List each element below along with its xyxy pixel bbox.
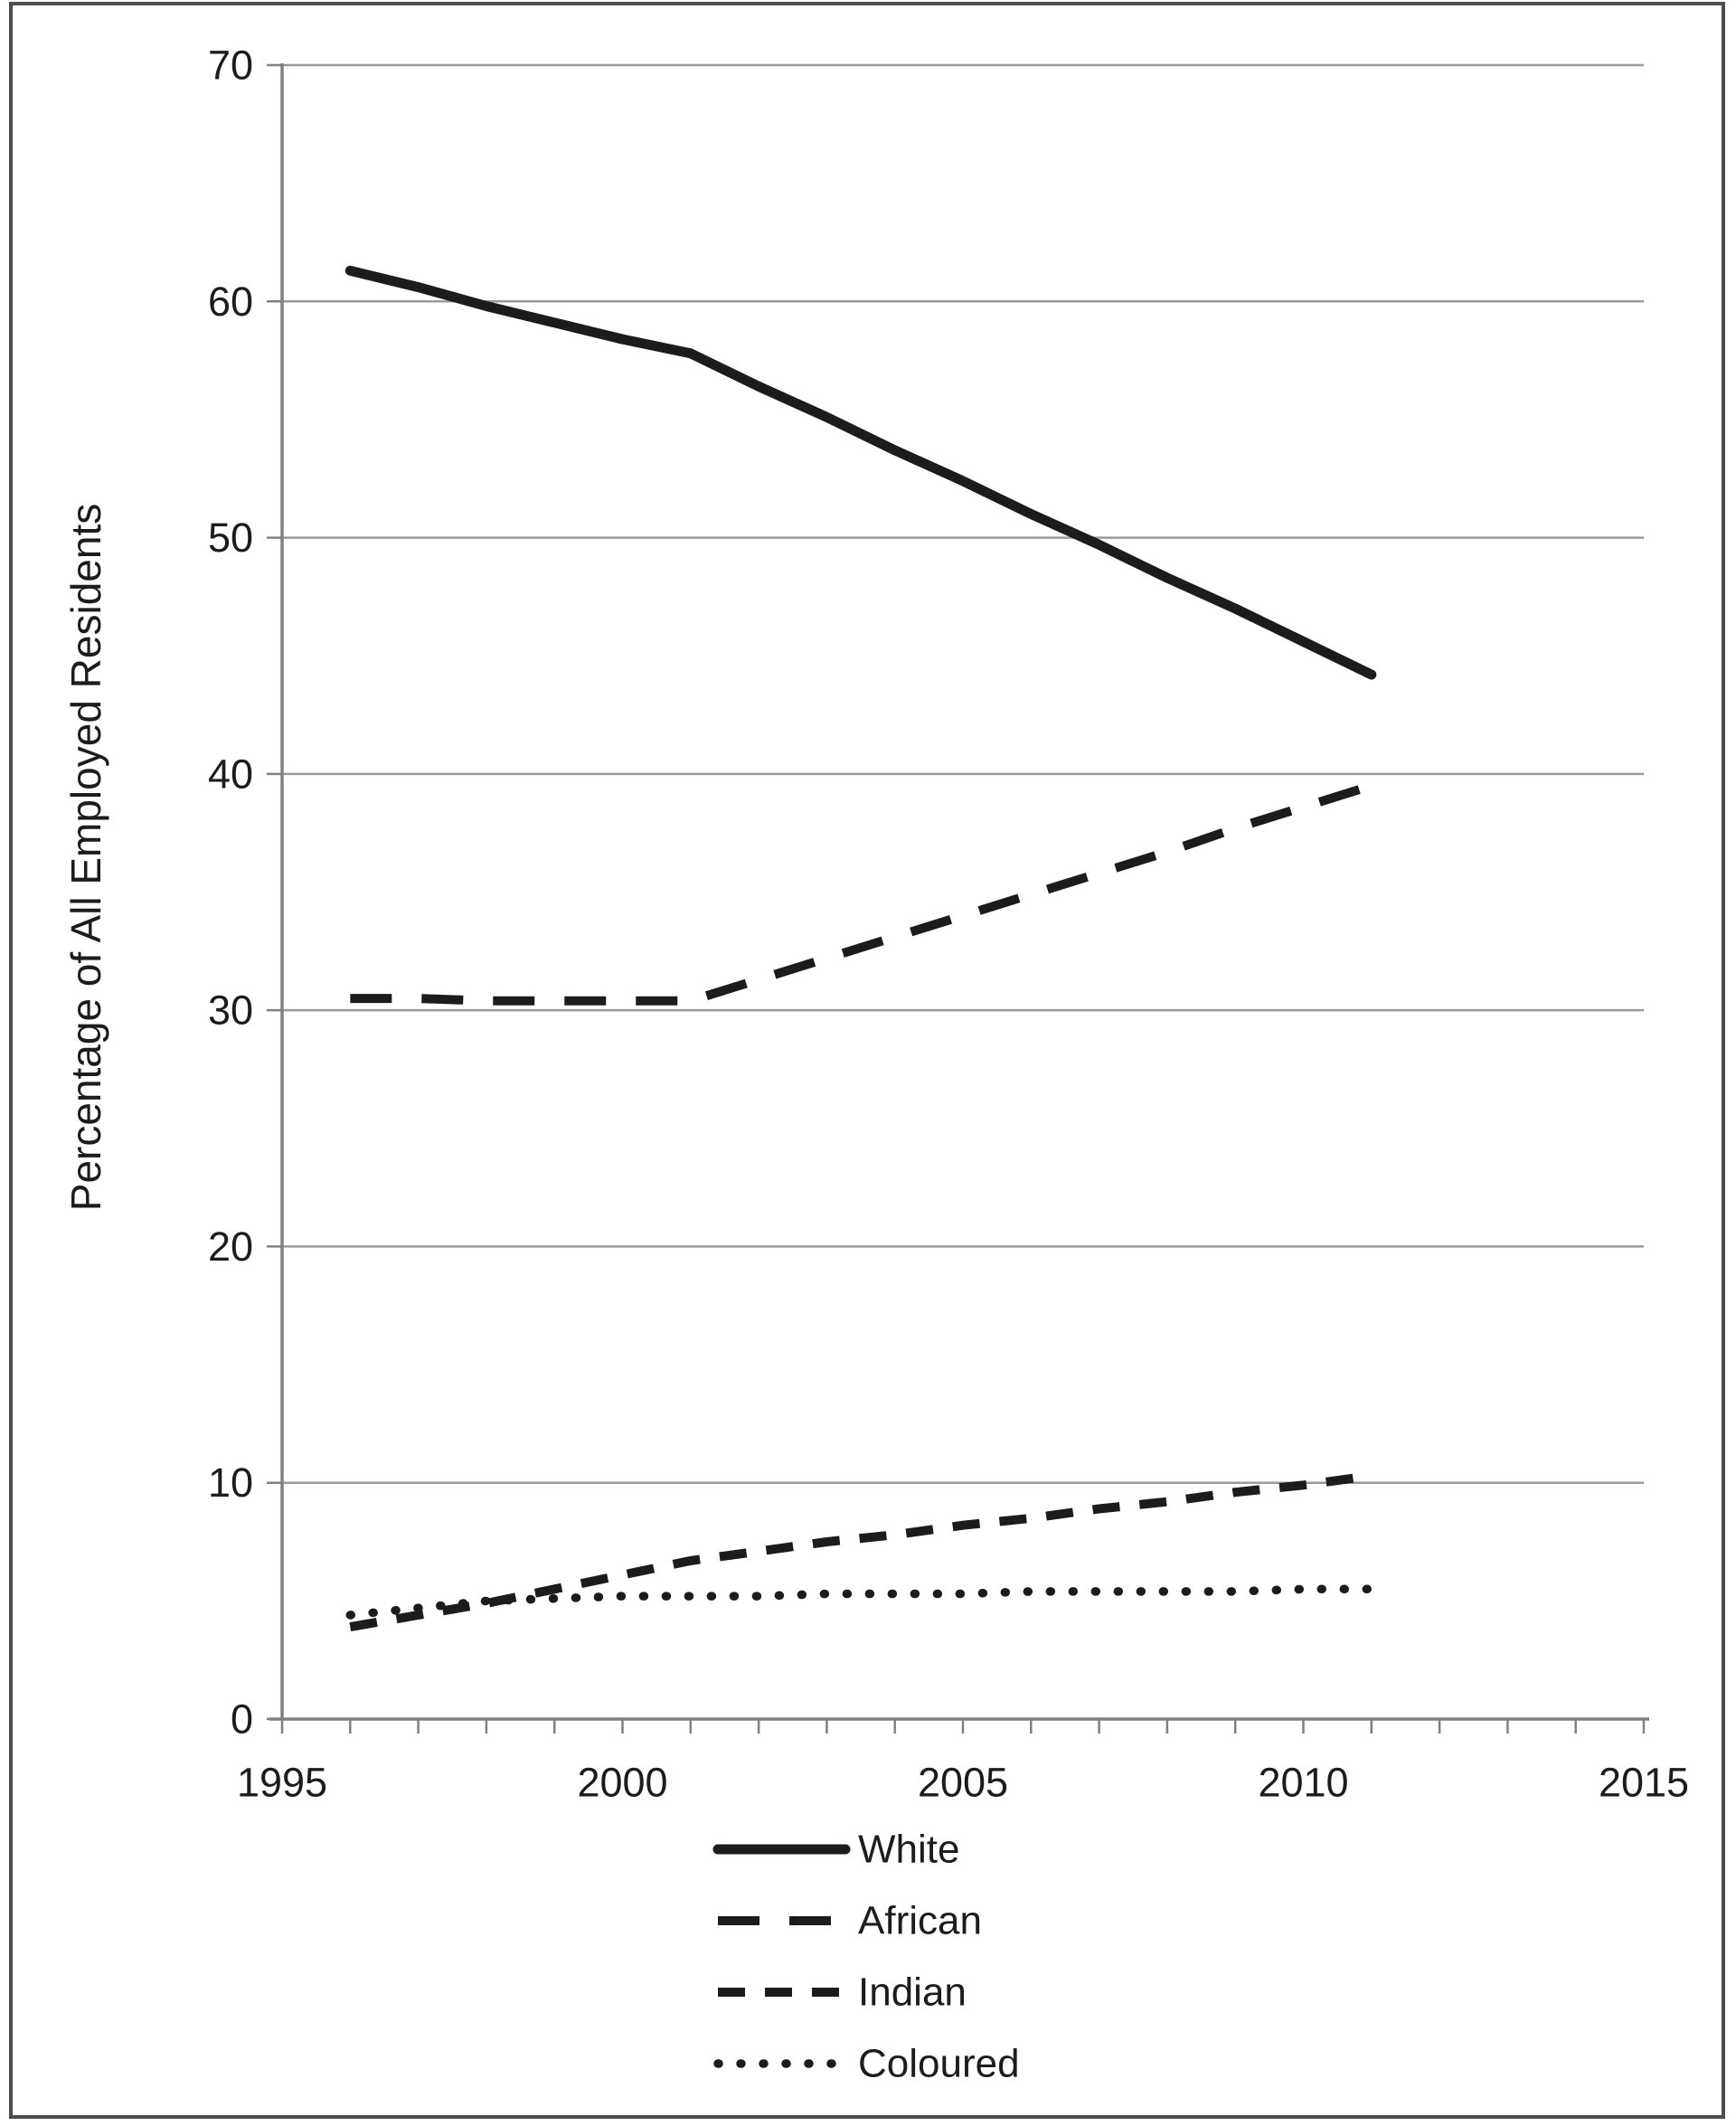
x-tick-label: 2005 — [918, 1760, 1008, 1806]
y-axis-title: Percentage of All Employed Residents — [62, 504, 109, 1211]
axis-labels: 0 10 20 30 40 50 60 70 1995 2000 2005 2010 2015 Perce… — [62, 43, 1689, 1806]
axes — [269, 63, 1649, 1721]
legend-label-african: African — [858, 1899, 982, 1943]
series-line-white — [344, 265, 1377, 680]
y-tick-label: 60 — [208, 279, 253, 325]
y-tick-label: 70 — [208, 43, 253, 89]
axis-ticks — [267, 63, 1646, 1734]
series-line-indian — [349, 1470, 1373, 1632]
y-tick-label: 10 — [208, 1460, 253, 1506]
gridlines — [282, 63, 1644, 1484]
legend-label-indian: Indian — [858, 1970, 967, 2015]
y-tick-label: 0 — [231, 1696, 253, 1743]
x-tick-label: 2000 — [577, 1760, 667, 1806]
legend-label-coloured: Coloured — [858, 2042, 1020, 2086]
data-series — [344, 265, 1377, 1632]
y-tick-label: 40 — [208, 751, 253, 797]
legend: White African Indian Coloured — [712, 1828, 1020, 2086]
figure-border — [9, 2, 1725, 2119]
x-tick-label: 1995 — [237, 1760, 327, 1806]
legend-label-white: White — [858, 1828, 959, 1872]
x-tick-label: 2015 — [1599, 1760, 1689, 1806]
y-tick-label: 20 — [208, 1224, 253, 1270]
x-tick-label: 2010 — [1258, 1760, 1348, 1806]
y-tick-label: 50 — [208, 515, 253, 561]
figure-border-rect — [9, 2, 1725, 2119]
series-line-african — [350, 781, 1373, 1006]
y-tick-label: 30 — [208, 987, 253, 1034]
